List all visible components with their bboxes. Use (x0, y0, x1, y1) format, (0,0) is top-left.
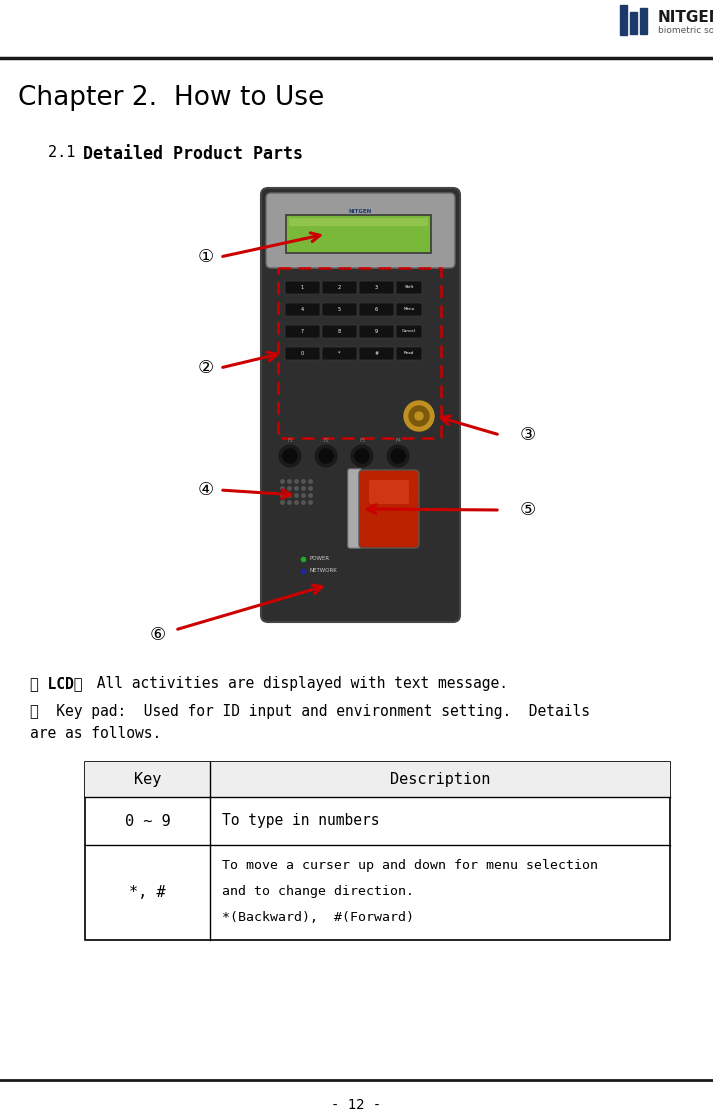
Text: ④: ④ (198, 481, 214, 499)
Circle shape (409, 406, 429, 426)
Text: 7: 7 (301, 329, 304, 334)
FancyBboxPatch shape (396, 303, 422, 316)
Text: POWER: POWER (310, 556, 330, 561)
Text: ③: ③ (520, 426, 536, 444)
Text: Cancel: Cancel (402, 329, 416, 334)
Text: ⑤: ⑤ (520, 501, 536, 519)
Text: 0 ~ 9: 0 ~ 9 (125, 814, 170, 828)
Text: All activities are displayed with text message.: All activities are displayed with text m… (88, 676, 508, 691)
FancyBboxPatch shape (348, 469, 362, 548)
Text: 4: 4 (301, 307, 304, 312)
FancyBboxPatch shape (359, 280, 394, 294)
Text: ②  Key pad:  Used for ID input and environment setting.  Details: ② Key pad: Used for ID input and environ… (30, 705, 590, 719)
Text: F3: F3 (359, 437, 365, 443)
Text: Chapter 2.  How to Use: Chapter 2. How to Use (18, 85, 324, 111)
FancyBboxPatch shape (261, 188, 460, 622)
Text: Read: Read (404, 352, 414, 355)
Bar (620, 4, 627, 35)
Text: 0: 0 (301, 351, 304, 356)
Circle shape (319, 449, 333, 463)
FancyBboxPatch shape (359, 303, 394, 316)
Circle shape (404, 401, 434, 431)
Text: Detailed Product Parts: Detailed Product Parts (83, 145, 303, 162)
FancyBboxPatch shape (359, 470, 419, 548)
FancyBboxPatch shape (322, 347, 357, 359)
Text: ②: ② (198, 359, 214, 377)
FancyBboxPatch shape (285, 347, 320, 359)
Text: ①: ① (198, 248, 214, 266)
Text: 3: 3 (375, 285, 378, 290)
Text: and to change direction.: and to change direction. (222, 885, 414, 898)
Circle shape (391, 449, 405, 463)
FancyBboxPatch shape (396, 325, 422, 338)
Circle shape (279, 445, 301, 467)
Text: 9: 9 (375, 329, 378, 334)
Text: NITGEN: NITGEN (658, 10, 713, 24)
Text: - 12 -: - 12 - (331, 1099, 381, 1112)
Text: To move a curser up and down for menu selection: To move a curser up and down for menu se… (222, 859, 598, 871)
FancyBboxPatch shape (369, 480, 409, 504)
Bar (286, 215, 431, 253)
Text: ⑥: ⑥ (150, 626, 166, 644)
Text: *, #: *, # (129, 885, 165, 900)
FancyBboxPatch shape (285, 280, 320, 294)
Text: 1: 1 (301, 285, 304, 290)
FancyBboxPatch shape (396, 347, 422, 359)
Text: *: * (338, 351, 341, 356)
FancyBboxPatch shape (359, 347, 394, 359)
Bar (278, 268, 441, 439)
Text: 6: 6 (375, 307, 378, 312)
Text: are as follows.: are as follows. (30, 726, 161, 741)
Circle shape (315, 445, 337, 467)
Text: biometric solutions: biometric solutions (658, 26, 713, 35)
Text: Menu: Menu (404, 307, 415, 312)
Bar (630, 12, 637, 35)
FancyBboxPatch shape (322, 280, 357, 294)
Text: *(Backward),  #(Forward): *(Backward), #(Forward) (222, 912, 414, 924)
Text: NITGEN: NITGEN (349, 209, 371, 214)
Bar (85, 762, 670, 797)
Text: #: # (374, 351, 379, 356)
Circle shape (283, 449, 297, 463)
Text: Description: Description (390, 772, 491, 787)
FancyBboxPatch shape (322, 325, 357, 338)
Circle shape (351, 445, 373, 467)
FancyBboxPatch shape (285, 303, 320, 316)
Circle shape (355, 449, 369, 463)
Text: F2: F2 (323, 437, 329, 443)
FancyBboxPatch shape (322, 303, 357, 316)
Text: Key: Key (134, 772, 161, 787)
Text: To type in numbers: To type in numbers (222, 814, 379, 828)
Text: 5: 5 (338, 307, 341, 312)
Bar (85, 762, 670, 940)
FancyBboxPatch shape (359, 325, 394, 338)
Text: 2.1: 2.1 (48, 145, 85, 160)
Text: ① LCD：: ① LCD： (30, 676, 83, 691)
FancyBboxPatch shape (396, 280, 422, 294)
FancyBboxPatch shape (266, 193, 455, 268)
Text: NETWORK: NETWORK (310, 569, 338, 573)
FancyBboxPatch shape (285, 325, 320, 338)
Text: F4: F4 (395, 437, 401, 443)
Circle shape (415, 412, 423, 420)
Bar (289, 218, 428, 226)
Circle shape (387, 445, 409, 467)
Text: F1: F1 (287, 437, 293, 443)
Text: 8: 8 (338, 329, 341, 334)
Text: 2: 2 (338, 285, 341, 290)
Text: Shift: Shift (404, 286, 414, 289)
Bar (640, 8, 647, 35)
